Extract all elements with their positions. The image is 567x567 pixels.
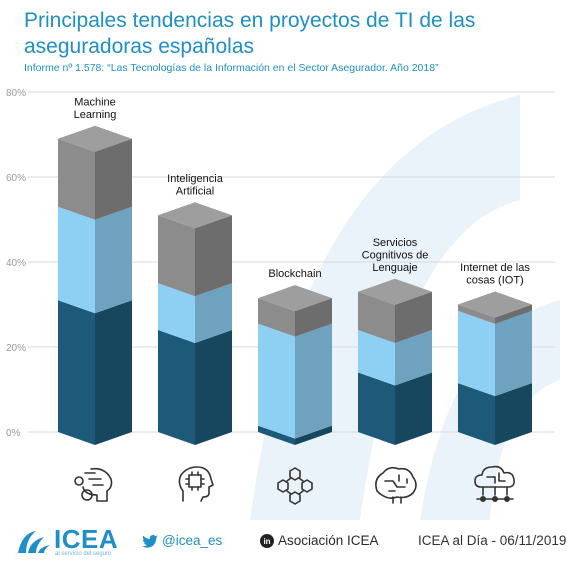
twitter-icon [142,534,158,548]
logo-text: ICEA [54,524,119,554]
brain-gears-icon [74,467,113,502]
linkedin-name: Asociación ICEA [278,533,379,548]
category-label: Artificial [176,185,215,197]
bar-3 [258,285,332,445]
publication-date: ICEA al Día - 06/11/2019 [418,533,567,548]
bar-segment [258,323,295,439]
y-tick-label: 60% [6,173,26,184]
y-tick-label: 40% [6,258,26,269]
category-label: Machine [74,96,116,108]
icon-stroke [82,467,113,502]
category-label: Lenguaje [372,262,417,274]
icon-stroke [301,479,313,493]
title-line-2: aseguradoras españolas [24,35,254,58]
bar-5 [458,291,532,445]
blockchain-cubes-icon [277,467,313,505]
icon-stroke [286,477,304,495]
icon-stroke [289,467,301,481]
y-tick-label: 80% [6,88,26,99]
bar-segment [158,330,195,445]
bar-segment [458,304,495,324]
icon-stroke [289,491,301,505]
bar-segment [195,330,232,445]
category-label: Inteligencia [167,173,224,185]
bar-segment [258,425,295,445]
icea-logo: ICEA al servicio del seguro [14,524,118,560]
svg-text:in: in [263,538,270,547]
bar-segment [95,300,132,445]
icon-stroke [486,472,506,484]
bar-top [58,125,132,152]
category-label: Cognitivos de [362,249,429,261]
title-line-1: Principales tendencias en proyectos de T… [24,9,476,32]
bar-segment [358,330,395,386]
category-label: Internet de las [460,262,530,274]
linkedin-icon: in [260,534,274,549]
icon-stroke [375,466,417,499]
bar-segment [495,310,532,397]
y-tick-label: 20% [6,343,26,354]
icon-node [504,496,511,503]
bar-top [158,202,232,229]
icon-stroke [188,474,202,488]
bar-segment [495,383,532,445]
icon-stroke [476,486,514,500]
bar-segment [358,291,395,343]
icon-node [480,496,487,503]
icon-stroke [84,472,104,486]
head-chip-icon [178,466,214,502]
bar-segment [58,138,95,220]
icon-stroke [178,466,214,502]
bar-2 [158,202,232,445]
bar-4 [358,278,432,445]
bar-segment [395,372,432,445]
icon-stroke [277,479,289,493]
bar-segment [195,215,232,297]
category-label: Learning [74,109,117,121]
bar-segment [158,283,195,343]
page-title: Principales tendencias en proyectos de T… [24,8,554,60]
bar-segment [295,425,332,445]
bar-segment [358,372,395,445]
category-label: Blockchain [268,268,321,280]
icon-stroke [185,471,205,491]
bar-segment [158,215,195,297]
bar-1 [58,125,132,445]
icon-stroke [74,476,84,486]
icon-stroke [474,465,515,488]
bar-segment [58,300,95,445]
icon-stroke [384,474,408,492]
bar-segment [495,304,532,324]
bar-segment [95,138,132,220]
bar-top [358,278,432,305]
bar-segment [458,310,495,397]
y-tick-label: 0% [6,428,21,439]
icon-stroke [392,496,402,504]
brain-circuit-icon [375,466,417,504]
cloud-network-icon [474,465,515,503]
bar-segment [295,323,332,439]
bar-segment [458,383,495,445]
icon-stroke [81,489,93,501]
twitter-link[interactable]: @icea_es [142,533,222,548]
bar-segment [295,298,332,337]
bar-top [258,285,332,312]
twitter-handle: @icea_es [162,533,223,548]
subtitle: Informe nº 1.578: “Las Tecnologías de la… [24,62,439,74]
bar-segment [58,206,95,314]
linkedin-link[interactable]: in Asociación ICEA [260,533,379,549]
logo-tagline: al servicio del seguro [55,551,112,557]
category-label: Servicios [373,237,418,249]
footer: ICEA al servicio del seguro @icea_es in … [0,520,567,567]
bar-top [458,291,532,318]
bar-segment [195,283,232,343]
bar-segment [258,298,295,337]
bar-segment [95,206,132,314]
bar-segment [395,291,432,343]
bar-segment [395,330,432,386]
icon-node [491,496,499,503]
icea-logo-icon [18,531,50,553]
category-label: cosas (IOT) [466,275,523,287]
